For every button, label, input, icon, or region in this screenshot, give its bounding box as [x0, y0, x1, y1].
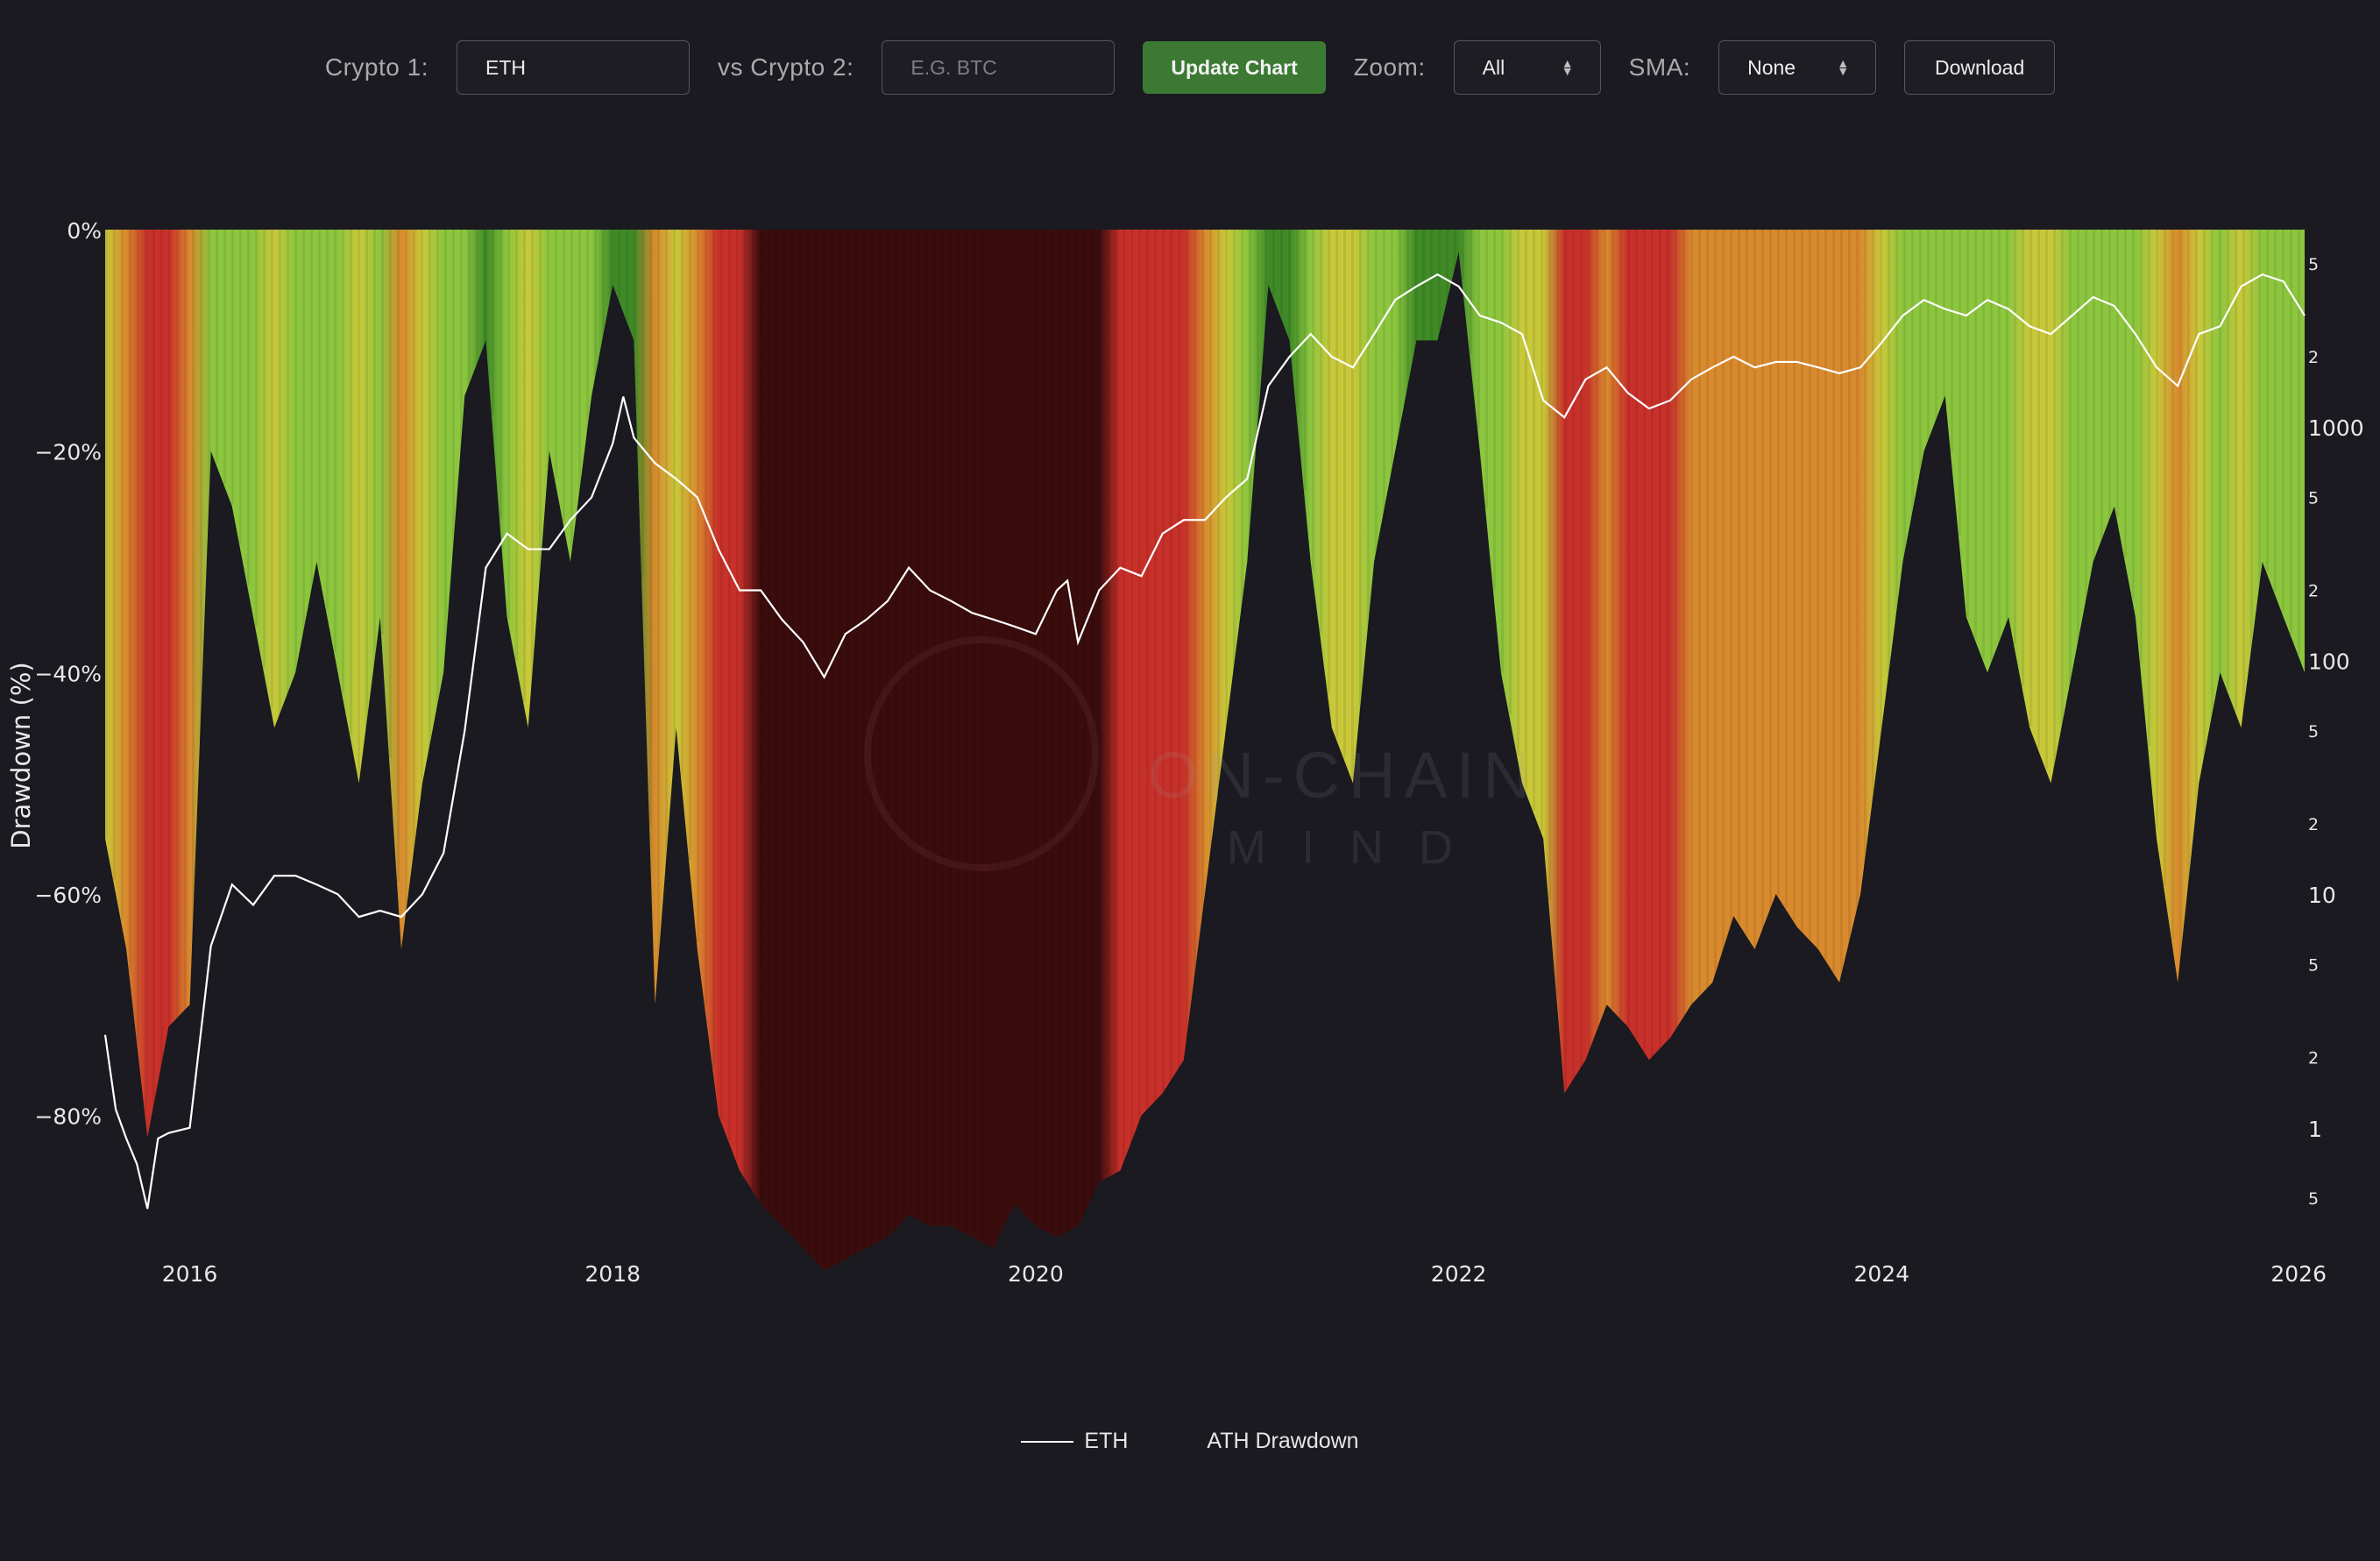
x-tick-label: 2020 — [1008, 1261, 1064, 1287]
x-tick-label: 2018 — [584, 1261, 641, 1287]
y2-minor-tick-label: 5 — [2308, 955, 2319, 975]
y-axis-title: Drawdown (%) — [6, 662, 36, 848]
crypto2-label: vs Crypto 2: — [717, 53, 854, 81]
watermark-logo: ON-CHAIN MIND — [864, 636, 1539, 874]
x-tick-label: 2022 — [1431, 1261, 1487, 1287]
y2-minor-tick-label: 2 — [2308, 582, 2319, 601]
y2-minor-tick-label: 5 — [2308, 1189, 2319, 1209]
sma-label: SMA: — [1628, 53, 1691, 81]
y-tick-label: −40% — [34, 661, 102, 686]
zoom-label: Zoom: — [1353, 53, 1426, 81]
y2-minor-tick-label: 5 — [2308, 488, 2319, 507]
legend-item-drawdown[interactable]: ATH Drawdown — [1207, 1429, 1358, 1454]
download-button[interactable]: Download — [1904, 40, 2056, 95]
watermark-line2: MIND — [1227, 821, 1488, 874]
y-tick-label: −20% — [34, 440, 102, 465]
y2-minor-tick-label: 5 — [2308, 255, 2319, 274]
y2-major-tick-label: 1000 — [2308, 415, 2364, 441]
updown-caret-icon: ▲ ▼ — [1561, 56, 1574, 78]
legend-label-drawdown: ATH Drawdown — [1207, 1429, 1359, 1453]
zoom-select-value: All — [1482, 55, 1505, 79]
watermark-circle — [864, 636, 1099, 871]
crypto1-input[interactable] — [456, 40, 690, 95]
controls-bar: Crypto 1: vs Crypto 2: Update Chart Zoom… — [0, 39, 2380, 96]
legend-label-eth: ETH — [1084, 1429, 1129, 1453]
y2-major-tick-label: 100 — [2308, 649, 2350, 675]
eth-price-line — [103, 273, 2306, 1210]
x-tick-label: 2016 — [162, 1261, 218, 1287]
watermark-line1: ON-CHAIN — [1148, 739, 1539, 812]
updown-caret-icon: ▲ ▼ — [1837, 56, 1850, 78]
y-tick-label: 0% — [67, 218, 102, 244]
x-tick-label: 2026 — [2270, 1261, 2327, 1287]
legend-line-swatch — [1021, 1440, 1074, 1443]
sma-select-value: None — [1747, 55, 1796, 79]
zoom-select[interactable]: All ▲ ▼ — [1453, 40, 1601, 95]
crypto2-input[interactable] — [882, 40, 1116, 95]
chart-legend: ETH ATH Drawdown — [0, 1429, 2380, 1454]
x-tick-label: 2024 — [1853, 1261, 1909, 1287]
y2-minor-tick-label: 2 — [2308, 1049, 2319, 1068]
drawdown-area — [105, 230, 2305, 1271]
crypto1-label: Crypto 1: — [324, 53, 429, 81]
y2-major-tick-label: 10 — [2308, 883, 2336, 908]
y-tick-label: −60% — [34, 883, 102, 908]
texture-stripes — [105, 230, 2300, 1269]
sma-select[interactable]: None ▲ ▼ — [1718, 40, 1877, 95]
plot-area — [105, 230, 2305, 1271]
y2-minor-tick-label: 2 — [2308, 815, 2319, 834]
y-tick-label: −80% — [34, 1104, 102, 1130]
legend-item-eth[interactable]: ETH — [1021, 1429, 1128, 1454]
y2-major-tick-label: 1 — [2308, 1117, 2322, 1142]
update-chart-button[interactable]: Update Chart — [1143, 41, 1326, 94]
y2-minor-tick-label: 5 — [2308, 722, 2319, 741]
y2-minor-tick-label: 2 — [2308, 348, 2319, 367]
